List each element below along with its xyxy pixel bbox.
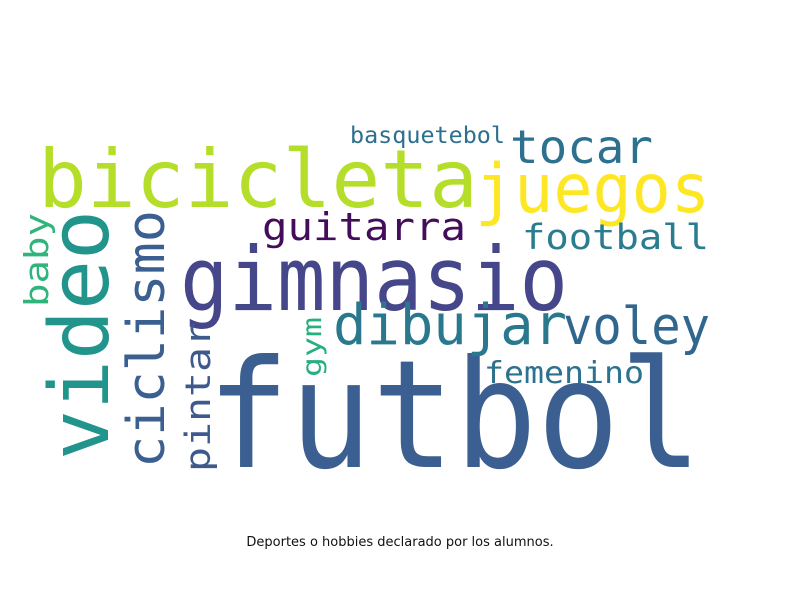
word-dibujar: dibujar xyxy=(333,293,567,358)
word-guitarra: guitarra xyxy=(262,205,466,249)
word-gym: gym xyxy=(297,317,328,377)
word-femenino: femenino xyxy=(484,356,644,391)
word-gimnasio: gimnasio xyxy=(180,228,568,331)
word-video: video xyxy=(33,210,128,460)
figure-caption: Deportes o hobbies declarado por los alu… xyxy=(246,535,554,550)
word-voley: voley xyxy=(563,297,710,357)
word-football: football xyxy=(522,218,709,258)
word-basquetebol: basquetebol xyxy=(350,123,505,149)
word-bicicleta: bicicleta xyxy=(38,133,478,226)
word-juegos: juegos xyxy=(475,150,710,229)
word-pintar: pintar xyxy=(179,322,219,472)
word-futbol: futbol xyxy=(207,329,702,503)
word-ciclismo: ciclismo xyxy=(117,210,177,468)
word-tocar: tocar xyxy=(510,120,653,174)
word-baby: baby xyxy=(17,213,56,307)
